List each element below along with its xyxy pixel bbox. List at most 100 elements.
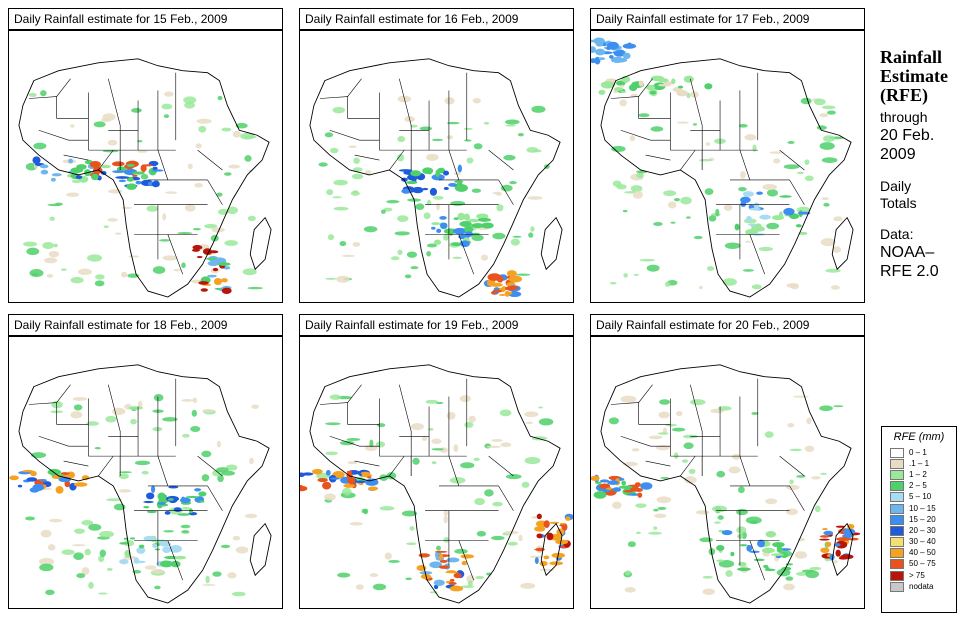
rain-cell — [676, 89, 688, 97]
rain-cell — [699, 537, 714, 543]
rain-cell — [17, 484, 23, 488]
rain-cell — [340, 440, 355, 446]
rain-cell — [47, 468, 62, 476]
rain-cell — [765, 498, 778, 505]
rain-cell — [464, 225, 474, 233]
rain-cell — [93, 121, 106, 128]
rain-cell — [546, 532, 554, 541]
rain-cell — [751, 284, 762, 290]
rain-cell — [390, 256, 400, 261]
rain-cell — [833, 216, 843, 222]
rain-cell — [26, 477, 38, 482]
rain-cell — [409, 526, 415, 531]
legend-swatch — [890, 469, 904, 480]
rain-cell — [352, 190, 359, 194]
rain-cell — [204, 223, 218, 229]
rain-cell — [159, 239, 171, 242]
rain-cell — [251, 404, 259, 409]
rain-cell — [349, 522, 363, 526]
rain-cell — [439, 216, 447, 220]
rain-cell — [658, 83, 671, 87]
rain-cell — [107, 218, 118, 222]
country-border — [789, 179, 805, 205]
rain-cell — [672, 427, 686, 432]
rain-cell — [724, 242, 741, 249]
rain-cell — [192, 397, 198, 404]
rain-cell — [81, 567, 90, 575]
country-border — [347, 78, 362, 97]
country-border — [98, 455, 114, 477]
rain-cell — [159, 541, 172, 547]
rain-cell — [434, 550, 448, 553]
rain-cell — [146, 205, 159, 212]
legend-title: RFE (mm) — [893, 431, 945, 443]
rain-cell — [792, 395, 809, 398]
rain-cell — [816, 125, 827, 130]
rain-cell — [460, 462, 475, 469]
rain-cell — [112, 161, 125, 167]
rain-cell — [512, 235, 522, 238]
rain-cell — [608, 417, 620, 425]
rain-cell — [162, 547, 172, 554]
rain-cell — [225, 464, 238, 471]
rain-cell — [593, 37, 605, 45]
legend-swatch — [890, 481, 904, 492]
rain-cell — [706, 266, 715, 271]
rainfall-field — [318, 95, 550, 298]
legend-swatch — [890, 447, 904, 458]
rain-cell — [429, 187, 437, 196]
rain-cell — [140, 164, 147, 172]
rain-cell — [675, 410, 683, 417]
rain-cell — [152, 266, 166, 274]
rain-cell — [386, 200, 400, 204]
rain-cell — [207, 274, 217, 278]
legend-label: nodata — [909, 581, 934, 591]
rain-cell — [143, 500, 154, 504]
country-border — [610, 96, 671, 119]
rain-cell — [535, 547, 545, 552]
rain-cell — [183, 96, 197, 104]
rain-cell — [716, 559, 725, 562]
rain-cell — [199, 500, 205, 503]
rain-cell — [747, 223, 757, 226]
rain-cell — [737, 533, 744, 539]
rain-cell — [177, 232, 193, 235]
rain-cell — [559, 524, 566, 527]
rain-cell — [785, 508, 798, 516]
rain-cell — [657, 432, 669, 435]
legend-swatch — [890, 458, 904, 469]
map-panel-17-feb: Daily Rainfall estimate for 17 Feb., 200… — [590, 8, 865, 303]
rain-cell — [468, 415, 476, 423]
rain-cell — [168, 544, 183, 553]
rain-cell — [819, 538, 830, 541]
rain-cell — [205, 257, 217, 260]
rain-cell — [210, 234, 219, 242]
rain-cell — [769, 151, 785, 154]
rain-cell — [673, 197, 681, 202]
madagascar-outline — [540, 216, 563, 271]
rain-cell — [614, 87, 623, 92]
rain-cell — [136, 546, 146, 554]
rainfall-map — [590, 336, 865, 609]
rain-cell — [764, 431, 774, 438]
rain-cell — [538, 568, 555, 571]
rain-cell — [151, 169, 164, 172]
rain-cell — [443, 170, 450, 176]
rain-cell — [527, 196, 543, 200]
rain-cell — [25, 516, 36, 521]
rain-cell — [506, 270, 517, 277]
rain-cell — [419, 571, 433, 575]
country-border — [38, 435, 89, 447]
country-border — [389, 455, 405, 477]
rain-cell — [339, 240, 347, 247]
rain-cell — [118, 473, 129, 480]
rain-cell — [164, 91, 174, 97]
rain-cell — [751, 411, 759, 415]
rain-cell — [165, 191, 178, 194]
rain-cell — [738, 186, 747, 192]
rain-cell — [40, 529, 52, 538]
rain-cell — [317, 477, 328, 483]
rain-cell — [42, 241, 54, 250]
rain-cell — [472, 98, 481, 104]
